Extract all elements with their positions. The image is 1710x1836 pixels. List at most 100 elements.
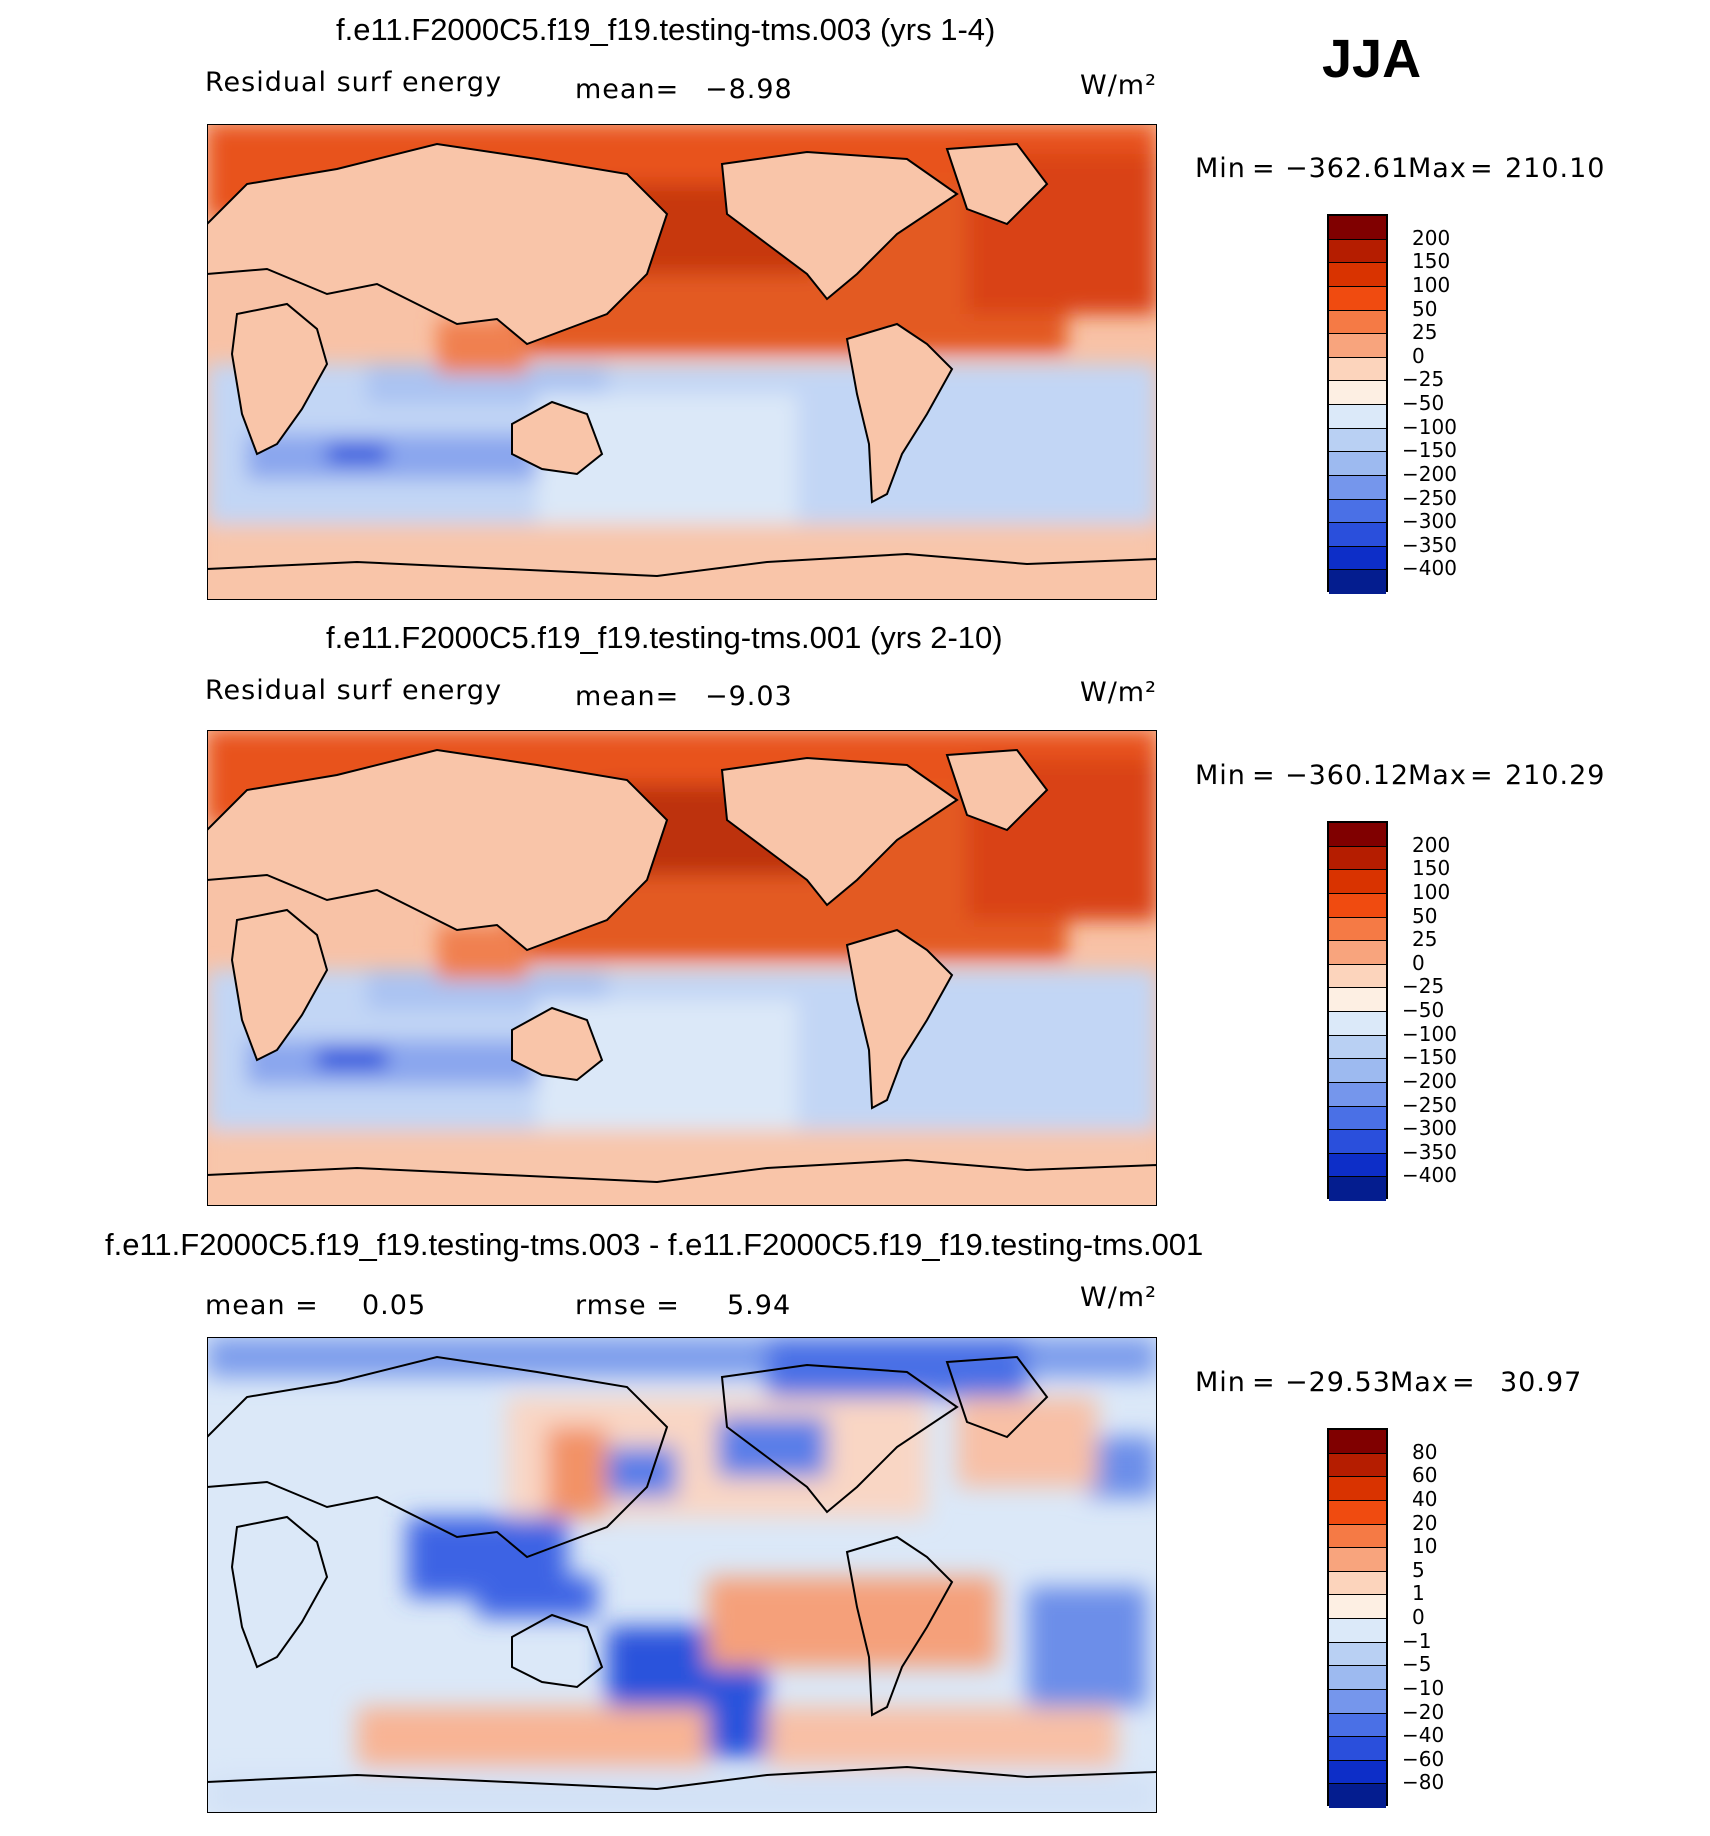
panel2-colorbar-tick-label: −25 — [1402, 974, 1445, 999]
panel1-colorbar-tick-label: −50 — [1402, 391, 1445, 415]
panel3-colorbar-swatch — [1329, 1642, 1386, 1667]
panel2-field — [207, 730, 1157, 1206]
panel2-colorbar-tick-label: 50 — [1412, 903, 1438, 928]
panel1-colorbar-swatch — [1329, 381, 1386, 405]
panel1-min-value: −362.61 — [1285, 153, 1410, 184]
panel1-colorbar-tick-label: −200 — [1402, 461, 1457, 486]
panel1-colorbar-swatch — [1329, 475, 1386, 500]
panel3-colorbar-tick-label: −5 — [1402, 1652, 1432, 1677]
panel3-colorbar-tick-label: 0 — [1412, 1605, 1425, 1629]
panel1-max-value: 210.10 — [1505, 153, 1606, 184]
panel2-colorbar-tick-label: −250 — [1402, 1092, 1457, 1117]
panel1-map — [207, 124, 1157, 600]
panel3-colorbar-tick-label: 60 — [1412, 1463, 1438, 1488]
panel3-colorbar-tick-label: 40 — [1412, 1486, 1438, 1511]
panel1-colorbar-swatch — [1329, 286, 1386, 311]
panel3-max-value: 30.97 — [1500, 1367, 1583, 1398]
panel1-colorbar-swatch — [1329, 357, 1386, 382]
panel3-colorbar-swatch — [1329, 1689, 1386, 1714]
panel2-colorbar-tick-label: 0 — [1412, 950, 1425, 975]
panel2-colorbar-swatch — [1329, 917, 1386, 942]
panel2-map — [207, 730, 1157, 1206]
panel3-rmse-label: rmse = — [575, 1290, 680, 1321]
panel1-colorbar-tick-label: 150 — [1412, 249, 1451, 274]
panel1-max-label: Max — [1408, 153, 1467, 184]
panel1-colorbar-tick-label: −350 — [1402, 532, 1457, 557]
panel2-colorbar — [1327, 821, 1388, 1201]
panel1-min-label: Min — [1195, 153, 1246, 184]
panel3-colorbar-swatch — [1329, 1595, 1386, 1619]
panel2-colorbar-swatch — [1329, 893, 1386, 918]
panel3-colorbar-swatch — [1329, 1524, 1386, 1549]
panel2-colorbar-swatch — [1329, 1153, 1386, 1178]
panel1-colorbar-tick-label: 200 — [1412, 225, 1451, 250]
panel3-colorbar-tick-label: −10 — [1402, 1675, 1445, 1700]
panel1-colorbar-tick-label: 50 — [1412, 296, 1438, 321]
panel3-colorbar-tick-label: −40 — [1402, 1723, 1445, 1748]
panel1-units: W/m² — [1080, 70, 1157, 101]
panel2-continents — [207, 748, 1157, 1206]
panel3-colorbar-tick-label: −60 — [1402, 1746, 1445, 1771]
panel1-colorbar — [1327, 214, 1388, 594]
panel2-colorbar-tick-label: −200 — [1402, 1068, 1457, 1093]
panel3-colorbar-swatch — [1329, 1666, 1386, 1690]
panel1-colorbar-swatch — [1329, 216, 1386, 240]
panel2-colorbar-swatch — [1329, 870, 1386, 894]
panel3-colorbar-tick-label: −20 — [1402, 1699, 1445, 1724]
panel2-colorbar-tick-label: −50 — [1402, 998, 1445, 1022]
panel1-colorbar-swatch — [1329, 334, 1386, 358]
panel3-field — [207, 1337, 1157, 1813]
panel2-colorbar-swatch — [1329, 1035, 1386, 1060]
panel3-colorbar-swatch — [1329, 1477, 1386, 1501]
panel3-colorbar-swatch — [1329, 1453, 1386, 1478]
panel2-variable-label: Residual surf energy — [205, 675, 503, 706]
panel2-colorbar-swatch — [1329, 1082, 1386, 1107]
panel3-min-label: Min — [1195, 1367, 1246, 1398]
panel2-colorbar-swatch — [1329, 1130, 1386, 1154]
panel1-colorbar-swatch — [1329, 570, 1386, 594]
panel1-colorbar-tick-label: −150 — [1402, 438, 1457, 463]
panel1-colorbar-swatch — [1329, 239, 1386, 264]
panel2-min-value: −360.12 — [1285, 760, 1410, 791]
panel2-colorbar-swatch — [1329, 823, 1386, 847]
panel2-min-label: Min — [1195, 760, 1246, 791]
panel1-colorbar-tick-label: −300 — [1402, 509, 1457, 534]
panel1-colorbar-tick-label: −250 — [1402, 485, 1457, 510]
panel1-colorbar-swatch — [1329, 310, 1386, 335]
panel1-colorbar-tick-label: 0 — [1412, 343, 1425, 368]
panel2-colorbar-swatch — [1329, 1177, 1386, 1201]
panel1-colorbar-swatch — [1329, 499, 1386, 524]
panel3-colorbar-tick-label: −80 — [1402, 1770, 1445, 1795]
panel3-colorbar-swatch — [1329, 1500, 1386, 1525]
panel1-mean-value: −8.98 — [705, 74, 793, 105]
panel2-title: f.e11.F2000C5.f19_f19.testing-tms.001 (y… — [326, 620, 1003, 655]
panel1-title: f.e11.F2000C5.f19_f19.testing-tms.003 (y… — [336, 12, 996, 47]
panel3-colorbar — [1327, 1428, 1388, 1808]
panel2-mean-label: mean= — [575, 681, 680, 712]
panel1-colorbar-swatch — [1329, 428, 1386, 453]
panel2-colorbar-swatch — [1329, 964, 1386, 989]
panel2-colorbar-swatch — [1329, 1106, 1386, 1131]
panel2-colorbar-tick-label: 25 — [1412, 927, 1438, 952]
panel1-colorbar-swatch — [1329, 452, 1386, 476]
panel3-min-value: −29.53 — [1285, 1367, 1391, 1398]
panel3-colorbar-swatch — [1329, 1571, 1386, 1596]
panel2-colorbar-swatch — [1329, 846, 1386, 871]
panel3-colorbar-swatch — [1329, 1619, 1386, 1643]
panel2-max-label: Max — [1408, 760, 1467, 791]
panel3-colorbar-tick-label: −1 — [1402, 1628, 1432, 1653]
panel2-colorbar-tick-label: −150 — [1402, 1045, 1457, 1070]
panel1-colorbar-tick-label: −100 — [1402, 414, 1457, 439]
panel2-colorbar-tick-label: 100 — [1412, 879, 1451, 904]
panel2-colorbar-tick-label: −350 — [1402, 1139, 1457, 1164]
panel2-mean-value: −9.03 — [705, 681, 793, 712]
panel3-colorbar-swatch — [1329, 1784, 1386, 1808]
panel3-colorbar-swatch — [1329, 1760, 1386, 1785]
panel3-mean-value: 0.05 — [362, 1290, 427, 1321]
panel2-colorbar-tick-label: 200 — [1412, 832, 1451, 857]
panel1-colorbar-tick-label: 100 — [1412, 272, 1451, 297]
panel3-max-label: Max — [1390, 1367, 1449, 1398]
panel3-colorbar-swatch — [1329, 1548, 1386, 1572]
panel3-colorbar-tick-label: 5 — [1412, 1557, 1425, 1582]
panel3-colorbar-tick-label: 80 — [1412, 1439, 1438, 1464]
